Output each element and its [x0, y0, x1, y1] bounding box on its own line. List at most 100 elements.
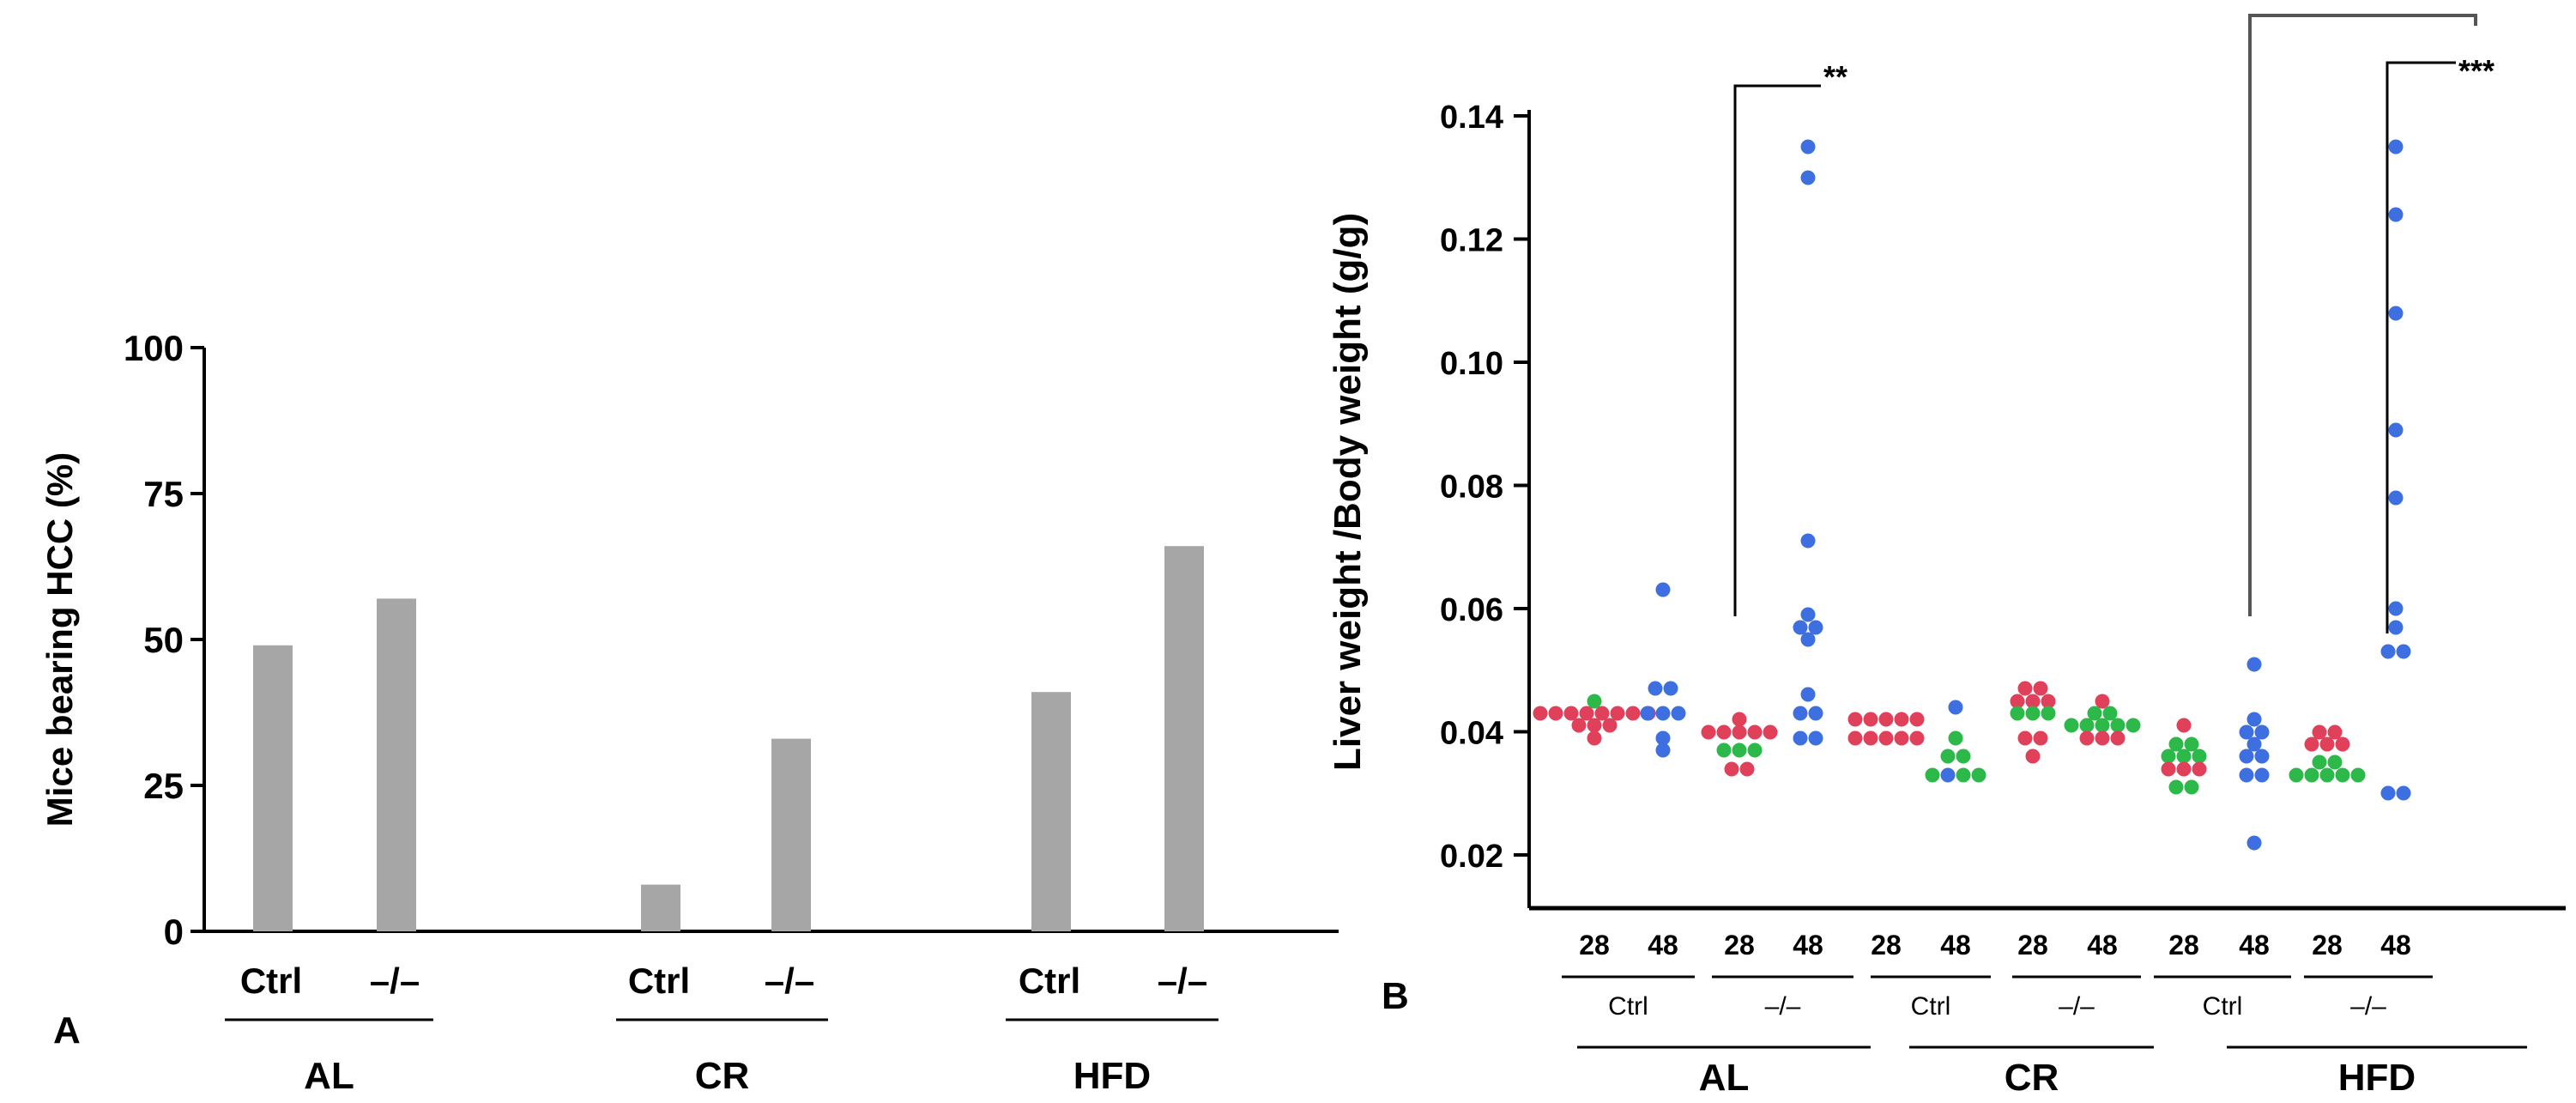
bar	[1031, 692, 1071, 931]
data-point	[2335, 767, 2350, 783]
data-point	[1587, 718, 1602, 733]
panel-a-bar-chart: 0 25 50 75 100 Mice bearing HCC (%) Ctrl –/– Ctr…	[39, 328, 1339, 1097]
week-label: 28	[1724, 930, 1755, 961]
data-point	[2350, 767, 2366, 783]
data-point	[1671, 706, 1686, 721]
y-tick-label: 25	[143, 766, 184, 806]
significance-bracket	[1733, 84, 1821, 616]
bar	[377, 598, 416, 931]
data-point	[1625, 706, 1641, 721]
bar-category-label: Ctrl	[628, 961, 690, 1001]
group-label: AL	[304, 1055, 354, 1097]
data-point	[2168, 736, 2184, 752]
data-point	[1563, 706, 1579, 721]
data-point	[1716, 742, 1732, 758]
data-point	[1548, 706, 1563, 721]
data-point	[2025, 706, 2041, 721]
data-point	[1800, 533, 1816, 548]
data-point	[1925, 767, 1940, 783]
data-point	[1793, 620, 1808, 635]
data-point	[1716, 724, 1732, 740]
data-point	[2380, 785, 2396, 801]
bar	[1164, 546, 1204, 931]
y-tick-label: 0.08	[1440, 470, 1503, 506]
y-tick-label: 50	[143, 620, 184, 660]
data-point	[2388, 207, 2404, 222]
data-point	[2254, 748, 2270, 764]
data-point	[1793, 730, 1808, 746]
week-label: 48	[1793, 930, 1823, 961]
data-point	[1724, 761, 1739, 777]
data-point	[2064, 718, 2079, 733]
significance-label: ***	[2458, 53, 2494, 88]
week-label: 48	[1648, 930, 1678, 961]
data-point	[1894, 712, 1909, 727]
genotype-label: Ctrl	[2203, 992, 2243, 1021]
data-point	[2319, 767, 2335, 783]
data-point	[1940, 748, 1956, 764]
data-point	[1800, 632, 1816, 647]
week-label: 28	[2312, 930, 2343, 961]
data-point	[1956, 748, 1971, 764]
data-point	[1800, 687, 1816, 702]
data-point	[2095, 730, 2110, 746]
data-point	[1655, 582, 1671, 597]
data-point	[2017, 730, 2033, 746]
data-point	[2304, 767, 2319, 783]
data-point	[1808, 706, 1823, 721]
data-point	[2176, 718, 2192, 733]
data-point	[1602, 718, 1618, 733]
significance-label: **	[1823, 59, 1847, 94]
group-label: CR	[695, 1055, 750, 1097]
data-point	[2025, 748, 2041, 764]
data-point	[1610, 706, 1625, 721]
data-point	[2102, 706, 2118, 721]
week-label: 28	[1579, 930, 1610, 961]
data-point	[1655, 730, 1671, 746]
y-axis-label: Liver weight /Body weight (g/g)	[1327, 213, 1369, 771]
data-point	[1663, 681, 1678, 696]
y-tick-label: 0.10	[1440, 346, 1503, 382]
week-label: 48	[2380, 930, 2411, 961]
data-point	[1956, 767, 1971, 783]
y-tick-label: 0.14	[1440, 100, 1503, 136]
data-point	[1655, 742, 1671, 758]
y-tick-label: 0.02	[1440, 839, 1503, 875]
data-point	[1971, 767, 1986, 783]
data-point	[2176, 761, 2192, 777]
data-point	[2079, 718, 2095, 733]
data-point	[2176, 748, 2192, 764]
data-point	[2388, 490, 2404, 506]
data-point	[1948, 730, 1963, 746]
data-point	[2254, 767, 2270, 783]
data-point	[1747, 724, 1763, 740]
data-point	[2095, 718, 2110, 733]
data-point	[1800, 607, 1816, 622]
data-point	[1640, 706, 1655, 721]
data-point	[1863, 730, 1878, 746]
data-point	[1579, 706, 1594, 721]
bar-category-label: –/–	[765, 961, 814, 1001]
week-label: 28	[2017, 930, 2048, 961]
diet-label: HFD	[2338, 1057, 2416, 1099]
data-point	[2388, 620, 2404, 635]
data-point	[1587, 694, 1602, 709]
data-point	[2017, 681, 2033, 696]
data-point	[2095, 694, 2110, 709]
data-point	[2168, 779, 2184, 795]
data-point	[1800, 139, 1816, 155]
week-label: 48	[2087, 930, 2118, 961]
data-point	[2388, 601, 2404, 616]
data-point	[2041, 694, 2056, 709]
data-point	[1533, 706, 1548, 721]
data-point	[2010, 706, 2025, 721]
bar-category-label: Ctrl	[240, 961, 302, 1001]
data-point	[2396, 785, 2411, 801]
data-point	[2041, 706, 2056, 721]
data-point	[2396, 644, 2411, 659]
y-tick-label: 0.06	[1440, 592, 1503, 628]
data-point	[2033, 681, 2048, 696]
data-point	[2192, 748, 2207, 764]
data-point	[2184, 779, 2199, 795]
panel-label-a: A	[53, 1009, 81, 1051]
